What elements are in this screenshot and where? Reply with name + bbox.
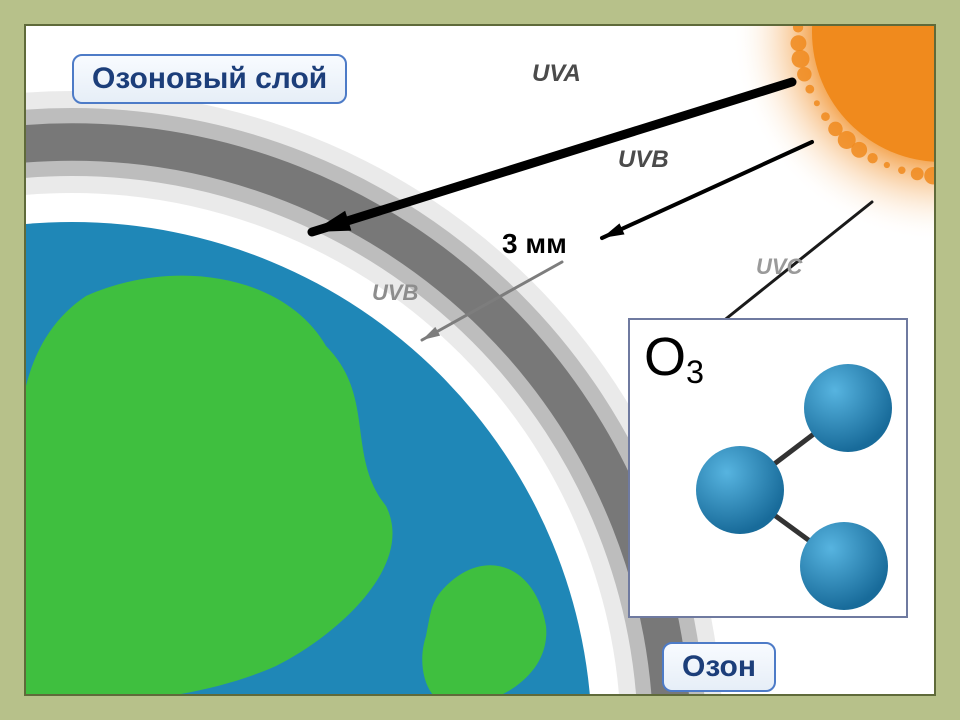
- label-uva: UVA: [532, 60, 581, 88]
- ozone-layer-pill: Озоновый слой: [72, 54, 347, 104]
- ray-uva: [312, 82, 792, 232]
- ozone-layer-text: Озоновый слой: [92, 62, 327, 95]
- ozone-text: Озон: [682, 650, 756, 683]
- molecule-svg: [630, 320, 910, 620]
- label-uvc: UVC: [756, 254, 802, 280]
- label-uvb-top: UVB: [618, 146, 669, 174]
- ozone-thickness-label: 3 мм: [502, 228, 567, 260]
- ozone-molecule-box: O3: [628, 318, 908, 618]
- diagram-stage: UVA UVB UVC UVB 3 мм Озоновый слой O3 Оз…: [24, 24, 936, 696]
- label-uvb-bottom: UVB: [372, 280, 418, 306]
- ozone-pill: Озон: [662, 642, 776, 692]
